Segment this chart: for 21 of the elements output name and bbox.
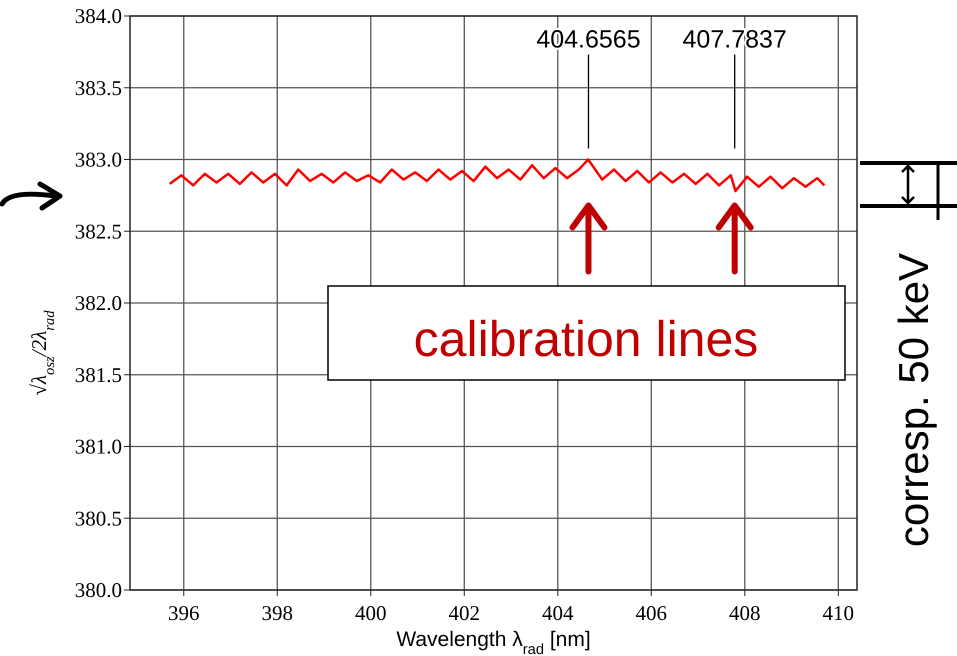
y-tick-label: 380.0 bbox=[74, 578, 122, 602]
x-tick-label: 402 bbox=[448, 601, 480, 625]
text: corresp. 50 keV bbox=[890, 252, 937, 548]
y-tick-label: 381.0 bbox=[74, 434, 122, 458]
x-tick-label: 410 bbox=[822, 601, 854, 625]
y-tick-label: 383.0 bbox=[74, 148, 122, 172]
x-tick-label: 404 bbox=[542, 601, 574, 625]
y-tick-label: 381.5 bbox=[74, 362, 122, 387]
x-tick-label: 406 bbox=[636, 601, 668, 625]
x-tick-label: 398 bbox=[262, 601, 294, 625]
y-tick-label: 383.5 bbox=[74, 76, 122, 100]
y-tick-label: 382.0 bbox=[74, 291, 122, 315]
x-tick-label: 396 bbox=[168, 601, 200, 625]
y-tick-label: 380.5 bbox=[74, 506, 122, 530]
x-tick-label: 408 bbox=[729, 601, 761, 625]
x-tick-label: 400 bbox=[355, 601, 387, 625]
annotation: calibration lines bbox=[414, 311, 758, 367]
line-series bbox=[168, 158, 826, 192]
y-tick-label: 384.0 bbox=[74, 4, 122, 28]
x-axis-title: Wavelength λ$_{rad}$ [nm] bbox=[396, 628, 591, 656]
y-tick-label: 382.5 bbox=[74, 219, 122, 244]
